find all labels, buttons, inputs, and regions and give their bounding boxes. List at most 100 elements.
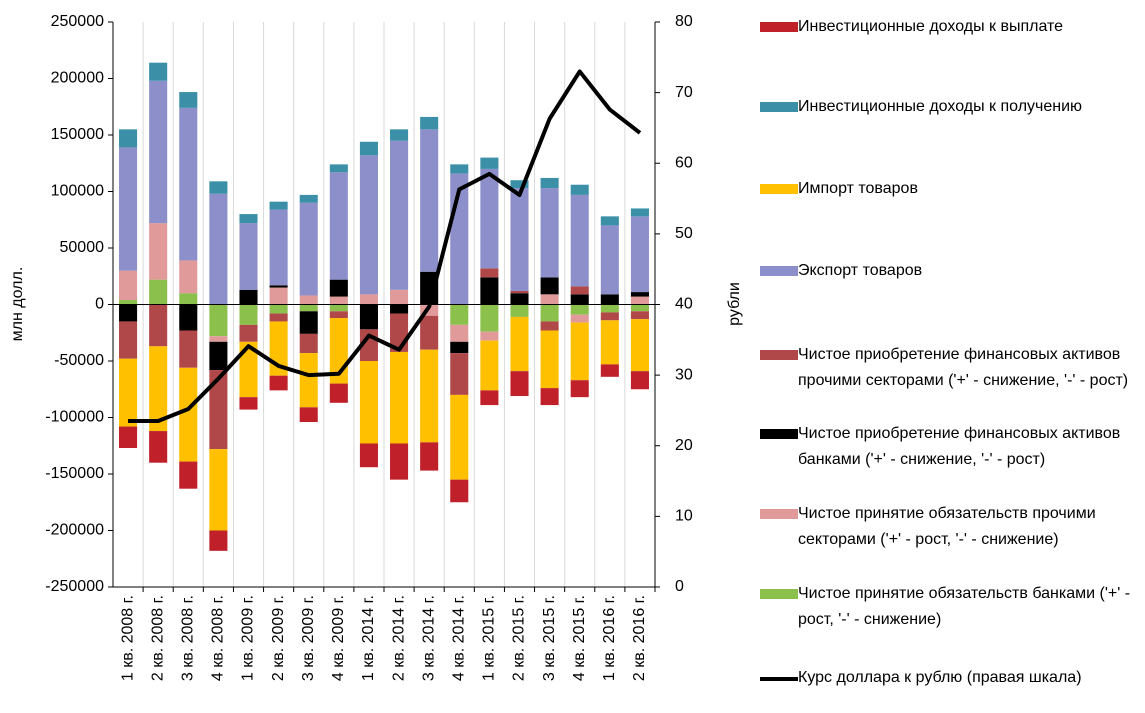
bar [570,314,589,323]
y2-tick-label: 60 [675,154,693,171]
bar [239,304,258,325]
y-tick-label: 50000 [60,239,105,256]
bar [570,184,589,195]
bar [390,443,409,480]
x-tick-label: 2 кв. 2009 г. [270,595,287,681]
bar [359,443,378,468]
legend-item: Чистое принятие обязательств банками ('+… [760,581,1140,633]
bar [480,340,499,391]
legend-item: Чистое приобретение финансовых активов п… [760,342,1140,394]
bar [149,62,168,81]
legend-swatch [760,509,798,519]
bar [540,177,559,189]
legend-swatch [760,429,798,439]
bar [269,313,288,322]
bar [329,172,348,280]
legend-label: Чистое приобретение финансовых активов п… [798,346,1129,389]
bar [359,294,378,305]
bar [209,341,228,371]
bar [510,304,529,317]
legend-label: Чистое принятие обязательств прочими сек… [798,505,1096,548]
bar [390,140,409,290]
bar [299,202,318,296]
bar [450,324,469,342]
legend-swatch [760,266,798,276]
bar [209,304,228,337]
bar [600,320,619,365]
x-tick-label: 3 кв. 2014 г. [420,595,437,681]
y-axis-label: млн долл. [9,267,26,342]
legend-item: Чистое принятие обязательств прочими сек… [760,501,1140,553]
bar [209,370,228,450]
bar [630,208,649,217]
bar [209,193,228,305]
bar [299,304,318,312]
y-tick-label: -50000 [54,352,104,369]
legend-swatch [760,22,798,32]
y-tick-label: -150000 [45,465,104,482]
bar [480,268,499,278]
bar [540,321,559,331]
y2-tick-label: 80 [675,13,693,30]
x-tick-label: 2 кв. 2016 г. [631,595,648,681]
legend-item: Чистое приобретение финансовых активов б… [760,421,1140,473]
x-tick-label: 4 кв. 2015 г. [571,595,588,681]
x-tick-label: 3 кв. 2008 г. [179,595,196,681]
bar [359,155,378,295]
bar [600,312,619,321]
bar [209,449,228,531]
legend-item: Курс доллара к рублю (правая шкала) [760,665,1140,691]
bar [540,388,559,406]
bar [119,147,138,271]
y2-tick-label: 40 [675,296,693,313]
bar [179,107,198,261]
bar [540,304,559,322]
bar [570,380,589,398]
x-tick-label: 4 кв. 2009 г. [330,595,347,681]
bar [179,304,198,331]
bar [600,225,619,295]
y2-tick-label: 70 [675,84,693,101]
bar [329,164,348,173]
bar [570,322,589,381]
bar [119,270,138,300]
bar [480,157,499,169]
bar [450,341,469,354]
y-tick-label: -100000 [45,409,104,426]
bar [299,295,318,305]
legend-label: Импорт товаров [798,180,918,197]
x-tick-label: 3 кв. 2015 г. [541,595,558,681]
bar [480,390,499,406]
bar [329,383,348,403]
bar [630,371,649,390]
y2-tick-label: 50 [675,225,693,242]
bar [269,209,288,286]
bar [480,168,499,269]
bar [420,116,439,130]
x-tick-label: 4 кв. 2014 г. [450,595,467,681]
bar [119,299,138,305]
bar [179,461,198,489]
bar [209,181,228,194]
legend-label: Курс доллара к рублю (правая шкала) [798,669,1082,686]
bar [119,321,138,359]
y-tick-label: 0 [95,296,104,313]
bar [510,371,529,397]
y-tick-label: 150000 [51,126,104,143]
y2-tick-label: 20 [675,437,693,454]
bar [209,336,228,342]
bar [179,330,198,368]
bar [570,304,589,315]
bar [269,285,288,288]
bar [510,293,529,305]
bar [149,80,168,224]
bar [570,294,589,305]
bar [570,286,589,295]
bar [179,260,198,294]
bar [510,180,529,189]
bar [600,216,619,226]
bar [239,289,258,305]
bar [420,442,439,471]
y2-axis-label: рубли [726,282,743,326]
